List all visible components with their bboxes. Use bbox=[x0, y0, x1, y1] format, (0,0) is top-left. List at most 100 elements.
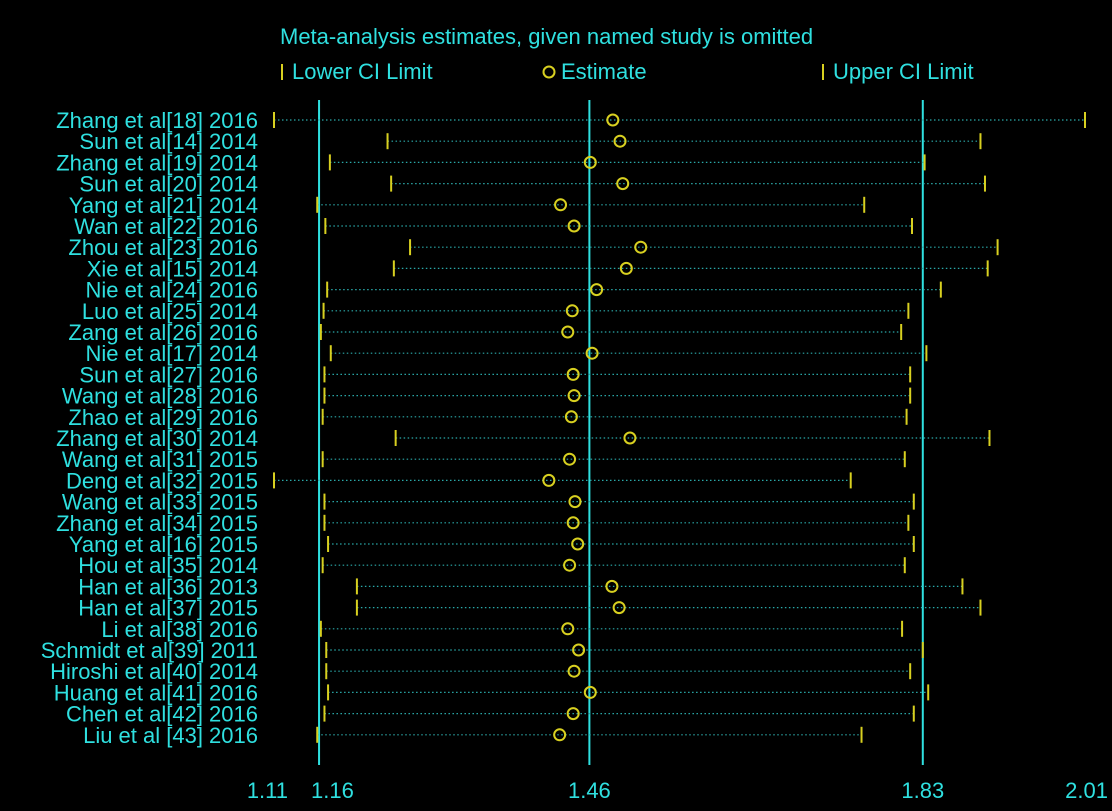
study-label: Li et al[38] 2016 bbox=[101, 617, 258, 642]
study-row: Deng et al[32] 2015 bbox=[66, 468, 852, 493]
estimate-marker bbox=[634, 240, 648, 254]
estimate-marker bbox=[563, 452, 577, 466]
estimate-marker bbox=[590, 283, 604, 297]
estimate-marker bbox=[564, 410, 578, 424]
estimate-marker bbox=[612, 601, 626, 615]
estimate-marker bbox=[566, 516, 580, 530]
x-tick-label: 2.01 bbox=[1065, 778, 1108, 803]
estimate-marker bbox=[563, 558, 577, 572]
study-label: Luo et al[25] 2014 bbox=[82, 299, 258, 324]
study-label: Zhao et al[29] 2016 bbox=[68, 405, 258, 430]
estimate-marker bbox=[561, 325, 575, 339]
estimate-marker bbox=[572, 643, 586, 657]
estimate-marker bbox=[605, 579, 619, 593]
study-label: Huang et al[41] 2016 bbox=[54, 680, 258, 705]
study-label: Han et al[36] 2013 bbox=[78, 574, 258, 599]
estimate-marker bbox=[571, 537, 585, 551]
study-row: Nie et al[17] 2014 bbox=[86, 341, 928, 366]
study-row: Wang et al[33] 2015 bbox=[62, 490, 915, 515]
study-label: Zhang et al[18] 2016 bbox=[56, 108, 258, 133]
legend-estimate-marker bbox=[542, 65, 556, 79]
study-row: Zhang et al[34] 2015 bbox=[56, 511, 910, 536]
x-tick-label: 1.46 bbox=[568, 778, 611, 803]
study-label: Sun et al[27] 2016 bbox=[79, 362, 258, 387]
study-label: Chen et al[42] 2016 bbox=[66, 702, 258, 727]
study-row: Zhang et al[19] 2014 bbox=[56, 150, 926, 175]
estimate-marker bbox=[567, 219, 581, 233]
estimate-marker bbox=[542, 473, 556, 487]
study-row: Han et al[37] 2015 bbox=[78, 596, 982, 621]
study-label: Schmidt et al[39] 2011 bbox=[41, 638, 258, 663]
legend-estimate-label: Estimate bbox=[561, 59, 647, 84]
estimate-marker bbox=[585, 346, 599, 360]
legend-upper-ci-label: Upper CI Limit bbox=[833, 59, 974, 84]
study-label: Yang et al[21] 2014 bbox=[69, 193, 258, 218]
legend: Lower CI Limit Estimate Upper CI Limit bbox=[281, 59, 974, 84]
study-label: Zhang et al[19] 2014 bbox=[56, 150, 258, 175]
study-row: Liu et al [43] 2016 bbox=[83, 723, 863, 748]
study-label: Hiroshi et al[40] 2014 bbox=[50, 659, 258, 684]
study-row: Sun et al[20] 2014 bbox=[79, 172, 986, 197]
study-row: Zhang et al[30] 2014 bbox=[56, 426, 991, 451]
study-row: Li et al[38] 2016 bbox=[101, 617, 904, 642]
estimate-marker bbox=[553, 728, 567, 742]
study-label: Hou et al[35] 2014 bbox=[78, 553, 258, 578]
estimate-marker bbox=[568, 495, 582, 509]
study-row: Luo et al[25] 2014 bbox=[82, 299, 910, 324]
study-row: Wang et al[28] 2016 bbox=[62, 384, 912, 409]
study-row: Zhao et al[29] 2016 bbox=[68, 405, 908, 430]
estimate-marker bbox=[566, 367, 580, 381]
study-row: Huang et al[41] 2016 bbox=[54, 680, 930, 705]
estimate-marker bbox=[623, 431, 637, 445]
study-row: Zhou et al[23] 2016 bbox=[68, 235, 999, 260]
estimate-marker bbox=[583, 685, 597, 699]
estimate-marker bbox=[616, 177, 630, 191]
study-row: Han et al[36] 2013 bbox=[78, 574, 964, 599]
study-row: Zang et al[26] 2016 bbox=[68, 320, 903, 345]
study-label: Sun et al[14] 2014 bbox=[79, 129, 258, 154]
study-label: Nie et al[24] 2016 bbox=[86, 278, 258, 303]
study-row: Yang et al[21] 2014 bbox=[69, 193, 866, 218]
estimate-marker bbox=[606, 113, 620, 127]
study-row: Sun et al[27] 2016 bbox=[79, 362, 912, 387]
estimate-marker bbox=[619, 261, 633, 275]
study-label: Xie et al[15] 2014 bbox=[87, 256, 258, 281]
study-label: Zang et al[26] 2016 bbox=[68, 320, 258, 345]
study-label: Wan et al[22] 2016 bbox=[74, 214, 258, 239]
study-label: Yang et al[16] 2015 bbox=[69, 532, 258, 557]
study-row: Zhang et al[18] 2016 bbox=[56, 108, 1086, 133]
study-row: Schmidt et al[39] 2011 bbox=[41, 638, 924, 663]
study-label: Liu et al [43] 2016 bbox=[83, 723, 258, 748]
chart-title: Meta-analysis estimates, given named stu… bbox=[280, 24, 813, 49]
study-row: Nie et al[24] 2016 bbox=[86, 278, 942, 303]
x-tick-label: 1.11 bbox=[247, 778, 288, 803]
estimate-marker bbox=[613, 134, 627, 148]
estimate-marker bbox=[565, 304, 579, 318]
study-label: Zhou et al[23] 2016 bbox=[68, 235, 258, 260]
x-tick-label: 1.83 bbox=[901, 778, 944, 803]
study-label: Han et al[37] 2015 bbox=[78, 596, 258, 621]
estimate-marker bbox=[583, 155, 597, 169]
study-label: Wang et al[28] 2016 bbox=[62, 384, 258, 409]
x-tick-label: 1.16 bbox=[311, 778, 354, 803]
legend-lower-ci-label: Lower CI Limit bbox=[292, 59, 433, 84]
study-row: Sun et al[14] 2014 bbox=[79, 129, 982, 154]
legend-upper-ci: Upper CI Limit bbox=[822, 59, 974, 84]
study-row: Wang et al[31] 2015 bbox=[62, 447, 906, 472]
study-row: Hou et al[35] 2014 bbox=[78, 553, 906, 578]
legend-estimate: Estimate bbox=[542, 59, 647, 84]
estimate-marker bbox=[554, 198, 568, 212]
study-row: Xie et al[15] 2014 bbox=[87, 256, 989, 281]
study-label: Zhang et al[30] 2014 bbox=[56, 426, 258, 451]
study-row: Wan et al[22] 2016 bbox=[74, 214, 913, 239]
estimate-marker bbox=[566, 707, 580, 721]
study-label: Wang et al[31] 2015 bbox=[62, 447, 258, 472]
study-row: Hiroshi et al[40] 2014 bbox=[50, 659, 912, 684]
x-axis-tick-labels: 1.11 1.16 1.46 1.83 2.01 bbox=[247, 778, 1108, 803]
study-label: Wang et al[33] 2015 bbox=[62, 490, 258, 515]
legend-lower-ci: Lower CI Limit bbox=[281, 59, 433, 84]
study-label: Deng et al[32] 2015 bbox=[66, 468, 258, 493]
estimate-marker bbox=[567, 664, 581, 678]
